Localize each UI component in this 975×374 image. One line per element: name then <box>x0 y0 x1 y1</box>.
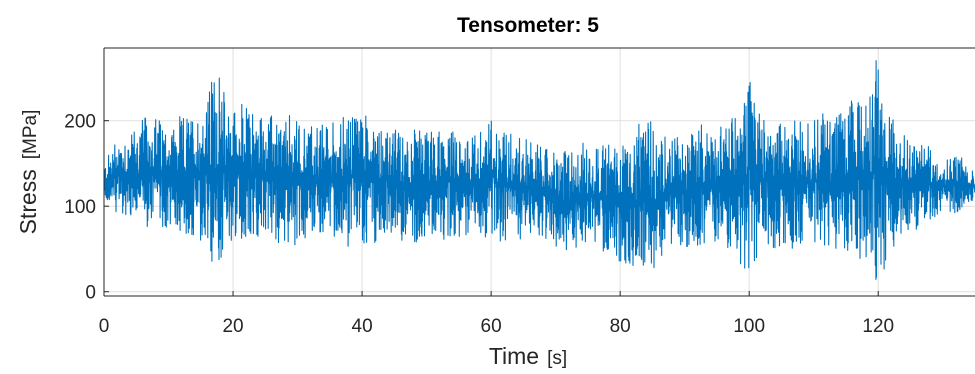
y-tick-label: 100 <box>64 197 96 218</box>
x-tick-label: 40 <box>352 316 373 337</box>
x-tick-label: 60 <box>481 316 502 337</box>
y-tick-label: 200 <box>64 112 96 133</box>
y-axis-label: Stress[MPa] <box>15 110 41 235</box>
x-tick-label: 80 <box>610 316 631 337</box>
x-tick-label: 0 <box>99 316 110 337</box>
x-tick-label: 100 <box>733 316 765 337</box>
ticks: 0 20 40 60 80 100 120 0 100 200 <box>64 112 894 337</box>
series <box>103 60 975 280</box>
x-tick-label: 20 <box>222 316 243 337</box>
chart-title: Tensometer: 5 <box>457 14 599 37</box>
plot-frame <box>103 47 975 297</box>
x-tick-label: 120 <box>862 316 894 337</box>
stress-series-line <box>103 60 975 280</box>
y-tick-label: 0 <box>85 283 96 304</box>
x-axis-label: Time [s] <box>489 343 567 369</box>
